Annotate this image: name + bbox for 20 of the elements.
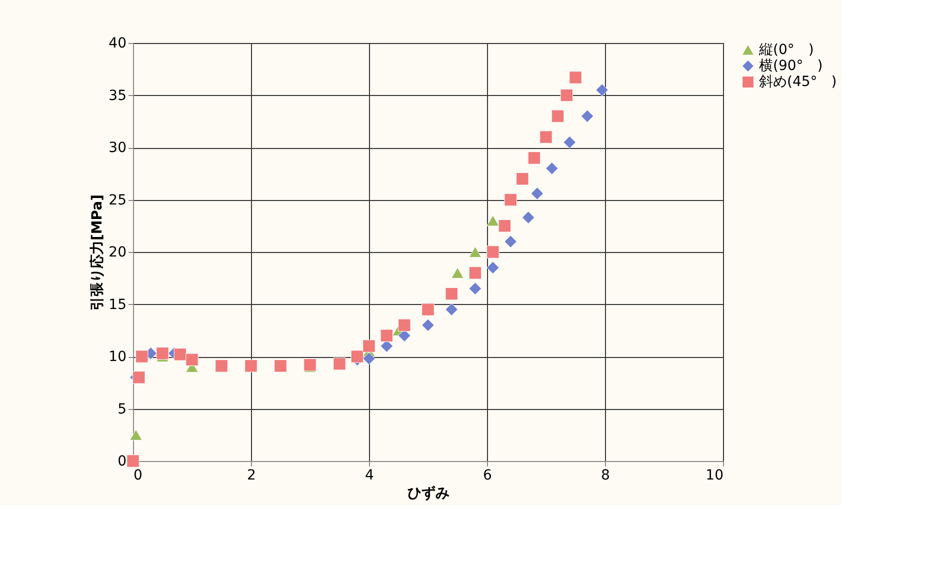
y-tick-label: 5 [118,401,126,418]
x-tick-label: 8 [601,468,610,484]
y-tick-label: 25 [108,192,126,208]
y-tick-label: 35 [108,88,126,104]
y-tick-label: 20 [108,244,126,260]
y-tick-label: 15 [108,296,126,313]
x-tick-label: 0 [134,468,142,484]
legend-label: 縦(0° ) [758,42,814,58]
x-tick-label: 10 [706,468,724,484]
y-axis-title: 引張り応力[MPa] [88,194,106,311]
x-tick-label: 6 [483,468,492,484]
y-tick-label: 30 [108,140,126,156]
y-tick-label: 0 [118,454,126,470]
y-tick-label: 10 [108,349,126,365]
x-tick-label: 2 [247,468,256,484]
y-tick-label: 40 [108,36,126,52]
legend-label: 斜め(45° ) [759,74,837,90]
legend-label: 横(90° ) [759,58,823,74]
x-axis-title: ひずみ [408,486,450,502]
x-tick-label: 4 [365,468,374,484]
